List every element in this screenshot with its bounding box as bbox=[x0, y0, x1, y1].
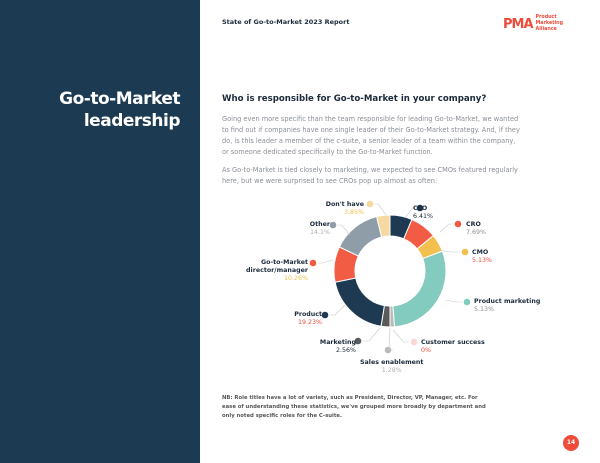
legend-dot bbox=[309, 259, 317, 267]
sidebar-panel: Go-to-Market leadership bbox=[0, 0, 200, 463]
legend-dot bbox=[410, 338, 418, 346]
paragraph: Going even more specific than the team r… bbox=[222, 115, 520, 156]
slice-other bbox=[338, 216, 383, 257]
label-value: 5.13% bbox=[474, 306, 495, 313]
leader-line bbox=[363, 327, 381, 342]
leader-line bbox=[318, 259, 334, 264]
chart-label: Customer success 0% bbox=[421, 339, 485, 355]
footnote: NB: Role titles have a lot of variety, s… bbox=[222, 395, 486, 419]
label-value: 3.85% bbox=[343, 209, 364, 216]
label-value: 19.23% bbox=[297, 319, 322, 326]
label-name: Customer success bbox=[421, 339, 485, 346]
label-value: 1.28% bbox=[381, 367, 402, 374]
leader-line bbox=[330, 304, 346, 316]
legend-dot bbox=[416, 204, 424, 212]
chart-label: Product marketing 5.13% bbox=[474, 298, 540, 314]
chart-label: Go-to-Market director/manager 10.26% bbox=[238, 259, 308, 283]
chart-label: Don't have 3.85% bbox=[326, 201, 364, 217]
section-title: Go-to-Market leadership bbox=[59, 89, 180, 131]
label-value: 5.13% bbox=[472, 257, 493, 264]
label-name: Product marketing bbox=[474, 298, 541, 305]
leader-line bbox=[444, 299, 462, 303]
logo-text: Product Marketing Alliance bbox=[535, 15, 564, 32]
leader-line bbox=[338, 224, 351, 236]
slice-product-marketing bbox=[392, 250, 447, 328]
label-name: Sales enablement bbox=[360, 359, 424, 366]
label-value: 6.41% bbox=[413, 213, 434, 220]
legend-dot bbox=[354, 337, 362, 345]
pma-logo: PMA Product Marketing Alliance bbox=[503, 15, 584, 33]
legend-dot bbox=[329, 221, 337, 229]
report-title: State of Go-to-Market 2023 Report bbox=[222, 18, 350, 26]
leader-line bbox=[404, 207, 415, 219]
chart-label: Marketing 2.56% bbox=[320, 339, 356, 355]
chart-label: Product 19.23% bbox=[294, 311, 322, 327]
chart-label: Sales enablement 1.28% bbox=[360, 359, 423, 375]
logo-mark: PMA bbox=[503, 16, 534, 32]
label-name: Go-to-Market director/manager bbox=[246, 259, 308, 274]
slice-product bbox=[334, 277, 385, 327]
label-value: 0% bbox=[421, 347, 431, 354]
label-value: 10.26% bbox=[283, 275, 308, 282]
label-value: 7.69% bbox=[466, 229, 487, 236]
legend-dot bbox=[384, 346, 392, 354]
chart-label: Other 14.1% bbox=[310, 221, 330, 237]
paragraph: As Go-to-Market is tied closely to marke… bbox=[222, 166, 518, 185]
label-name: Don't have bbox=[325, 201, 364, 208]
label-name: Product bbox=[294, 311, 322, 318]
label-name: Marketing bbox=[319, 339, 356, 346]
label-value: 2.56% bbox=[335, 347, 356, 354]
legend-dot bbox=[454, 220, 462, 228]
legend-dot bbox=[461, 248, 469, 256]
legend-dot bbox=[463, 298, 471, 306]
chart-label: CMO 5.13% bbox=[472, 249, 492, 265]
leader-line bbox=[437, 249, 460, 253]
leader-line bbox=[439, 223, 453, 233]
question-heading: Who is responsible for Go-to-Market in y… bbox=[222, 94, 487, 104]
legend-dot bbox=[366, 200, 374, 208]
leader-line bbox=[392, 329, 409, 343]
label-name: CRO bbox=[466, 221, 481, 228]
leader-line bbox=[375, 203, 387, 216]
label-name: Other bbox=[309, 221, 330, 228]
label-name: CEO bbox=[413, 205, 428, 212]
label-value: 14.1% bbox=[309, 229, 330, 236]
page-number: 14 bbox=[563, 435, 579, 451]
chart-label: CEO 6.41% bbox=[413, 205, 433, 221]
legend-dot bbox=[321, 311, 329, 319]
chart-label: CRO 7.69% bbox=[466, 221, 486, 237]
label-name: CMO bbox=[472, 249, 489, 256]
slice-don-t-have bbox=[375, 214, 391, 238]
leader-line bbox=[388, 327, 393, 351]
